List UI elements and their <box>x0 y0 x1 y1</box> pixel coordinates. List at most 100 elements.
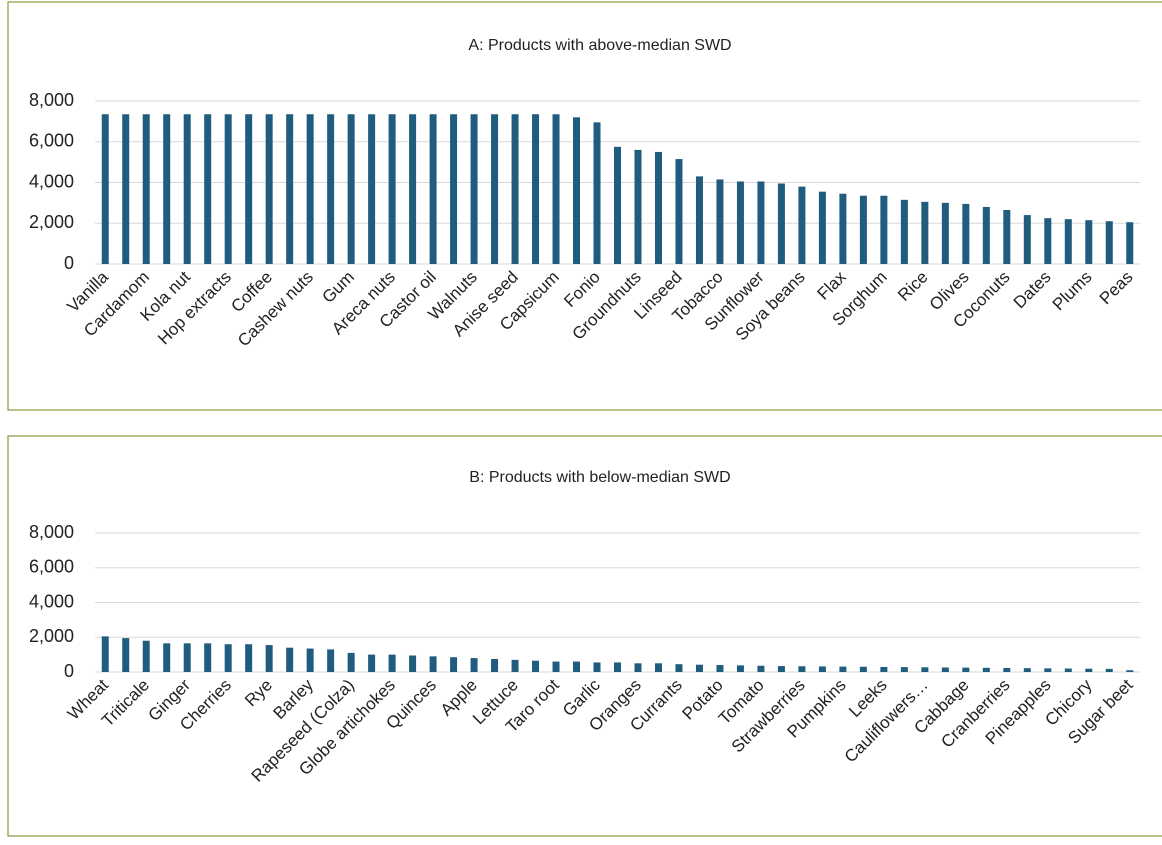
bar <box>204 643 212 672</box>
bar <box>368 114 376 265</box>
bar <box>654 151 662 264</box>
bar <box>716 665 724 672</box>
chart-title: A: Products with above-median SWD <box>468 37 731 54</box>
y-tick-label: 6,000 <box>29 557 74 577</box>
bar <box>1126 670 1134 672</box>
bar <box>593 662 601 672</box>
bar <box>1023 215 1031 264</box>
bar <box>941 667 949 672</box>
bar <box>347 652 355 672</box>
bar <box>552 661 560 672</box>
bar <box>306 648 314 672</box>
bar <box>695 664 703 672</box>
bar <box>614 662 621 672</box>
bar <box>245 644 253 672</box>
bar <box>716 179 724 264</box>
bar <box>532 114 540 265</box>
y-tick-label: 4,000 <box>29 171 74 191</box>
bar <box>245 114 253 265</box>
bar <box>409 114 417 265</box>
bar <box>327 649 335 672</box>
y-tick-label: 2,000 <box>29 212 74 232</box>
bar <box>163 643 171 672</box>
bar <box>265 645 273 672</box>
bar <box>921 667 929 672</box>
bar <box>1023 668 1031 672</box>
bar <box>368 654 376 672</box>
bar <box>101 636 109 672</box>
bar <box>388 654 396 672</box>
bar <box>101 114 109 265</box>
bar <box>409 655 417 672</box>
bar <box>777 666 785 672</box>
bar <box>962 203 970 264</box>
y-tick-label: 2,000 <box>29 626 74 646</box>
y-tick-label: 0 <box>64 253 74 273</box>
bar <box>306 114 314 265</box>
bar <box>1044 218 1052 264</box>
bar <box>818 666 826 672</box>
bar <box>1003 668 1011 672</box>
bar <box>1064 219 1072 264</box>
bar <box>593 122 601 264</box>
bar <box>532 660 540 672</box>
bar <box>470 658 478 672</box>
bar <box>880 666 888 672</box>
bar <box>573 117 581 264</box>
bar <box>450 657 458 672</box>
y-tick-label: 4,000 <box>29 591 74 611</box>
bar <box>450 114 458 265</box>
bar <box>675 664 683 672</box>
bar <box>859 666 867 672</box>
bar <box>163 114 171 265</box>
bar <box>224 114 232 265</box>
bar <box>1003 210 1011 264</box>
bar <box>900 199 908 264</box>
bar <box>900 667 908 672</box>
bar <box>675 159 683 264</box>
bar <box>511 114 519 265</box>
bar <box>818 191 826 264</box>
panel-b <box>7 435 1162 837</box>
bar <box>634 149 642 264</box>
y-tick-label: 8,000 <box>29 90 74 110</box>
chart-title: B: Products with below-median SWD <box>469 469 730 486</box>
bar <box>839 666 847 672</box>
bar <box>491 658 499 672</box>
bar <box>736 665 744 672</box>
bar <box>654 663 662 672</box>
bar <box>736 181 744 264</box>
bar <box>962 667 970 672</box>
bar <box>695 176 703 264</box>
bar <box>1105 668 1113 672</box>
bar <box>511 659 519 672</box>
bar <box>573 661 581 672</box>
bar <box>142 640 150 672</box>
bar <box>614 146 621 264</box>
bar <box>777 183 785 264</box>
panel-a <box>7 1 1162 411</box>
y-tick-label: 0 <box>64 661 74 681</box>
bar <box>552 114 560 265</box>
bar <box>491 114 499 265</box>
bar <box>1085 220 1093 264</box>
bar <box>757 181 765 264</box>
bar <box>122 638 130 672</box>
bar <box>204 114 212 265</box>
bar <box>183 114 191 265</box>
bar <box>470 114 478 265</box>
bar <box>142 114 150 265</box>
bar <box>839 193 847 264</box>
bar <box>388 114 396 265</box>
y-tick-label: 8,000 <box>29 522 74 542</box>
bar <box>798 186 806 264</box>
y-tick-label: 6,000 <box>29 131 74 151</box>
bar <box>798 666 806 672</box>
bar <box>859 195 867 264</box>
bar <box>429 656 437 672</box>
bar <box>1044 668 1052 672</box>
bar <box>429 114 437 265</box>
bar <box>757 665 765 672</box>
bar <box>286 114 294 265</box>
